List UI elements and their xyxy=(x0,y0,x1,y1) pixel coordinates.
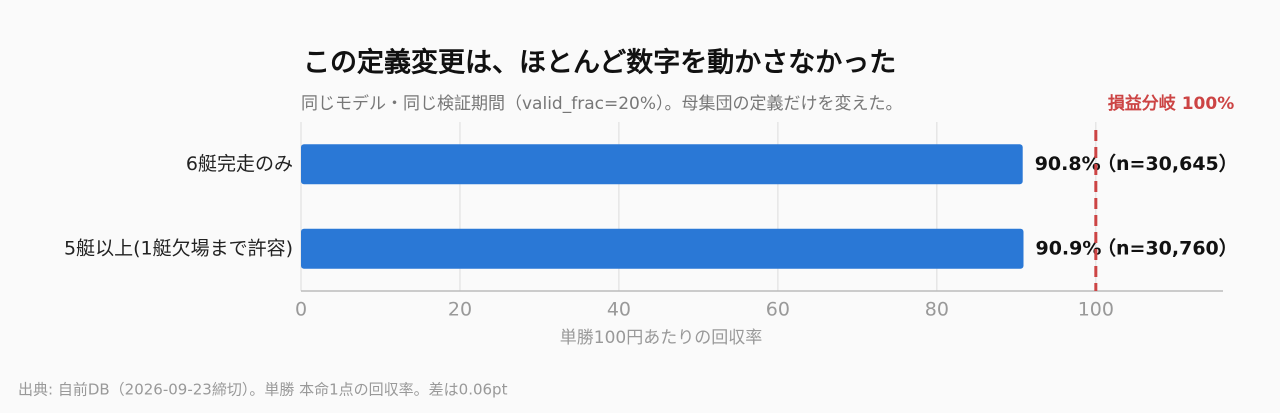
value-label: 90.8% xyxy=(1035,153,1101,175)
source-note: 出典: 自前DB（2026-09-23締切）。単勝 本命1点の回収率。差は0.0… xyxy=(18,381,508,399)
y-tick-label: 6艇完走のみ xyxy=(186,153,293,175)
x-tick-label: 40 xyxy=(607,299,631,321)
x-tick-label: 80 xyxy=(925,299,949,321)
sample-label: （n=30,760） xyxy=(1097,236,1238,259)
x-tick-label: 60 xyxy=(766,299,790,321)
x-tick-label: 20 xyxy=(448,299,472,321)
chart-subtitle: 同じモデル・同じ検証期間（valid_frac=20%）。母集団の定義だけを変え… xyxy=(301,93,902,114)
bar xyxy=(301,144,1023,185)
bar xyxy=(301,228,1024,269)
reference-label: 損益分岐 100% xyxy=(1108,93,1234,114)
chart-title: この定義変更は、ほとんど数字を動かさなかった xyxy=(303,47,896,79)
x-axis-label: 単勝100円あたりの回収率 xyxy=(560,328,762,348)
x-tick-label: 100 xyxy=(1078,299,1114,321)
sample-label: （n=30,645） xyxy=(1097,152,1238,175)
x-tick-label: 0 xyxy=(295,299,307,321)
y-tick-label: 5艇以上(1艇欠場まで許容) xyxy=(64,237,293,259)
value-label: 90.9% xyxy=(1035,237,1101,259)
